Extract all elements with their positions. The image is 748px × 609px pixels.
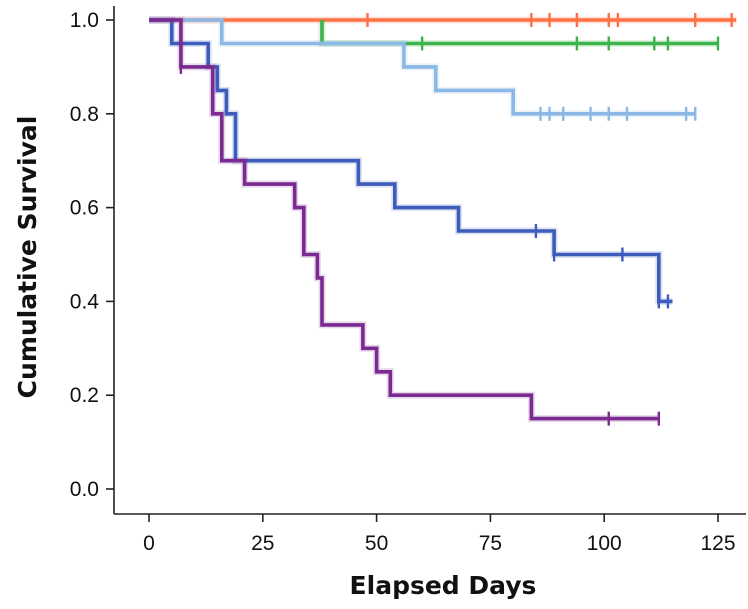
- x-axis-title: Elapsed Days: [350, 571, 537, 600]
- series-line: [149, 18, 696, 116]
- x-tick-label: 100: [587, 532, 622, 555]
- x-tick-label: 0: [143, 532, 155, 555]
- y-tick-label: 0.6: [70, 197, 99, 220]
- series-line-halo: [318, 20, 718, 47]
- series-line: [320, 20, 718, 46]
- series-line: [149, 18, 673, 304]
- y-ticks: 0.0 0.2 0.4 0.6 0.8 1.0: [70, 9, 114, 501]
- series-line-halo: [149, 16, 659, 423]
- x-tick-label: 75: [479, 532, 502, 555]
- series-1: [149, 13, 737, 27]
- series-4: [149, 16, 673, 309]
- x-tick-label: 50: [365, 532, 388, 555]
- y-tick-label: 0.4: [70, 290, 100, 313]
- series-layer: [149, 13, 737, 426]
- series-3: [149, 16, 697, 121]
- y-axis-title: Cumulative Survival: [13, 116, 42, 399]
- axes: [113, 6, 746, 515]
- y-tick-label: 0.8: [70, 103, 99, 126]
- x-tick-label: 125: [700, 532, 735, 555]
- y-tick-label: 0.2: [70, 384, 99, 407]
- y-tick-label: 1.0: [70, 9, 99, 32]
- series-5: [149, 16, 661, 426]
- x-ticks: 0 25 50 75 100 125: [143, 514, 736, 555]
- x-tick-label: 25: [251, 532, 274, 555]
- y-tick-label: 0.0: [70, 478, 99, 501]
- series-line: [149, 18, 659, 421]
